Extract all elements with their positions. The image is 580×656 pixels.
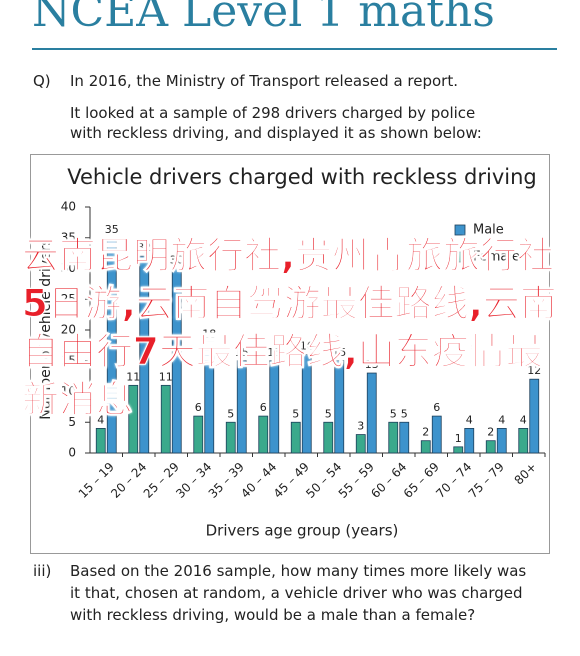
bar xyxy=(106,237,117,454)
bar xyxy=(128,384,139,454)
bar xyxy=(518,427,529,454)
bar xyxy=(160,384,171,454)
value-label: 11 xyxy=(159,370,173,383)
value-label: 4 xyxy=(466,413,473,426)
y-tick-label: 0 xyxy=(68,446,76,460)
bar xyxy=(420,440,431,454)
value-label: 6 xyxy=(433,401,440,414)
value-label: 1 xyxy=(455,432,462,445)
y-tick-label: 40 xyxy=(61,200,76,214)
bar xyxy=(225,421,236,454)
value-label: 4 xyxy=(520,413,527,426)
bar xyxy=(204,341,215,454)
question-line: In 2016, the Ministry of Transport relea… xyxy=(70,72,458,90)
legend-swatch xyxy=(454,251,466,263)
chart-title: Vehicle drivers charged with reckless dr… xyxy=(67,165,536,189)
bar xyxy=(301,354,312,454)
part-line: Based on the 2016 sample, how many times… xyxy=(70,562,527,580)
x-tick-label: 75 – 79 xyxy=(466,460,507,501)
value-label: 4 xyxy=(498,413,505,426)
y-tick-label: 35 xyxy=(61,230,76,244)
value-label: 2 xyxy=(422,426,429,439)
y-tick-label: 15 xyxy=(61,353,76,367)
value-label: 18 xyxy=(202,327,216,340)
bar xyxy=(193,415,204,454)
bar xyxy=(399,421,410,454)
value-label: 30 xyxy=(170,254,184,267)
header-title: NCEA Level 1 maths xyxy=(32,0,495,37)
overlay-text: 云南昆明旅行社,贵州青旅旅行社5日游,云南自驾游最佳路线,云南自由行7天最佳路线… xyxy=(22,234,558,422)
y-tick-label: 5 xyxy=(68,415,76,429)
value-label: 15 xyxy=(267,346,281,359)
question-line: with reckless driving, and displayed it … xyxy=(70,124,482,142)
bar xyxy=(290,421,301,454)
part-line: with reckless driving, would be a male t… xyxy=(70,606,476,624)
value-label: 6 xyxy=(195,401,202,414)
bar xyxy=(453,446,464,454)
chart-frame xyxy=(30,154,550,554)
question-label: Q) xyxy=(33,72,51,90)
part-line: it that, chosen at random, a vehicle dri… xyxy=(70,584,523,602)
value-label: 5 xyxy=(292,407,299,420)
value-label: 5 xyxy=(390,407,397,420)
bar xyxy=(139,255,150,454)
legend-label: Female xyxy=(473,250,520,265)
value-label: 5 xyxy=(227,407,234,420)
bar xyxy=(529,378,540,454)
y-tick-label: 20 xyxy=(61,323,76,337)
bar xyxy=(366,372,377,454)
legend-label: Male xyxy=(473,223,504,238)
y-tick-label: 25 xyxy=(61,292,76,306)
value-label: 35 xyxy=(105,223,119,236)
bar xyxy=(464,427,475,454)
bar xyxy=(355,434,366,454)
y-tick-label: 30 xyxy=(61,261,76,275)
value-label: 15 xyxy=(235,346,249,359)
y-axis-label: Number of vehicle drivers xyxy=(38,238,54,419)
bar xyxy=(334,360,345,454)
x-axis-label: Drivers age group (years) xyxy=(206,522,399,540)
part-label: iii) xyxy=(33,562,52,580)
x-tick-label: 80+ xyxy=(512,460,540,488)
bar xyxy=(258,415,269,454)
bar xyxy=(269,360,280,454)
value-label: 2 xyxy=(487,426,494,439)
value-label: 6 xyxy=(260,401,267,414)
bar xyxy=(323,421,334,454)
bar xyxy=(496,427,507,454)
value-label: 16 xyxy=(300,340,314,353)
bar xyxy=(236,360,247,454)
value-label: 32 xyxy=(137,241,151,254)
value-label: 5 xyxy=(325,407,332,420)
bar xyxy=(485,440,496,454)
value-label: 15 xyxy=(332,346,346,359)
value-label: 4 xyxy=(97,413,104,426)
value-label: 13 xyxy=(365,358,379,371)
bar xyxy=(171,268,182,454)
value-label: 12 xyxy=(527,364,541,377)
question-line: It looked at a sample of 298 drivers cha… xyxy=(70,104,476,122)
legend-swatch xyxy=(454,224,466,236)
header-rule xyxy=(32,48,557,50)
bar xyxy=(431,415,442,454)
chart: Vehicle drivers charged with reckless dr… xyxy=(30,154,550,554)
y-tick-label: 10 xyxy=(61,384,76,398)
value-label: 5 xyxy=(401,407,408,420)
value-label: 3 xyxy=(357,420,364,433)
bar xyxy=(388,421,399,454)
value-label: 11 xyxy=(126,370,140,383)
bar xyxy=(95,427,106,454)
